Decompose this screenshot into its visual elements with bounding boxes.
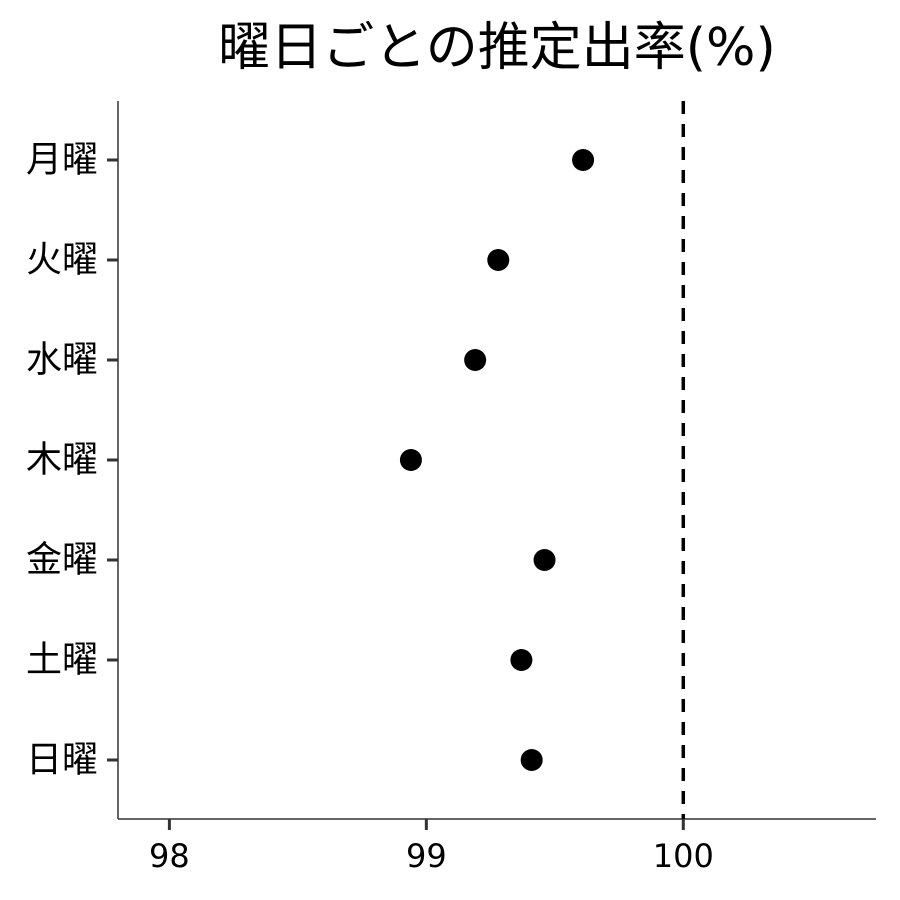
y-tick-label: 木曜 — [26, 440, 98, 481]
y-tick-label: 金曜 — [26, 540, 98, 581]
y-tick-label: 月曜 — [26, 140, 98, 181]
y-tick-label: 土曜 — [26, 640, 98, 681]
axes — [117, 101, 876, 820]
data-point — [520, 749, 543, 771]
data-point — [464, 349, 487, 371]
y-tick-label: 火曜 — [26, 240, 98, 281]
data-point — [487, 249, 510, 271]
x-tick-label: 98 — [149, 837, 190, 875]
data-point — [572, 149, 595, 171]
data-point — [510, 649, 533, 671]
x-tick-label: 99 — [406, 837, 447, 875]
y-tick-label: 水曜 — [26, 340, 98, 381]
data-point — [399, 449, 422, 471]
x-tick-label: 100 — [653, 837, 714, 875]
data-point — [533, 549, 556, 571]
x-axis-ticks: 98 99 100 — [149, 819, 714, 875]
y-tick-label: 日曜 — [26, 740, 98, 781]
chart-title: 曜日ごとの推定出率(%) — [218, 18, 776, 78]
data-points — [399, 149, 595, 771]
